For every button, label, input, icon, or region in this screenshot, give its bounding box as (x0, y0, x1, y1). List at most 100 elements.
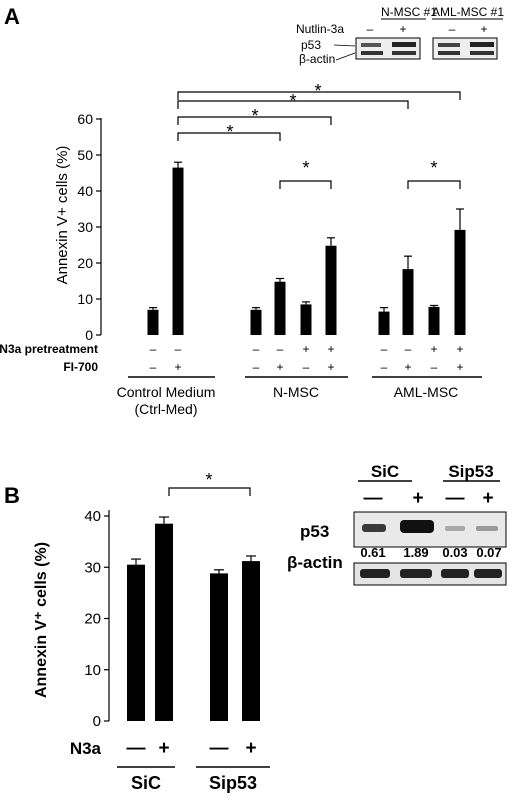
blot-b-quant: 0.03 (442, 545, 467, 560)
chart-a-group-label: AML-MSC (394, 384, 459, 400)
blot-a-row-p53: p53 (301, 38, 321, 52)
sig-star: * (251, 106, 258, 126)
blot-a-sign-4: + (480, 22, 487, 36)
blot-b-sign-4: + (482, 488, 493, 509)
sig-bracket (279, 180, 332, 189)
chart-a-row-label-n3a: N3a pretreatment (0, 342, 98, 356)
blot-b-group-2: Sip53 (448, 462, 493, 481)
western-blot-a: N-MSC #1 AML-MSC #1 Nutlin-3a – + – + p5… (296, 5, 504, 66)
blot-a-actin-pointer (335, 52, 356, 61)
blot-a-band (470, 51, 494, 55)
blot-b-sign-3: — (446, 488, 465, 509)
n3a-sign: + (430, 342, 437, 356)
sig-bracket (177, 100, 409, 109)
blot-b-sign-2: + (412, 488, 423, 509)
blot-b-sign-1: — (364, 488, 383, 509)
fi700-sign: – (303, 360, 310, 374)
blot-b-band (400, 569, 432, 578)
n3a-sign: + (245, 738, 256, 759)
chart-a-row-label-fi700: FI-700 (63, 360, 98, 374)
blot-b-band (362, 524, 386, 532)
blot-a-group-2: AML-MSC #1 (432, 5, 504, 19)
fi700-sign: – (431, 360, 438, 374)
bar (454, 229, 466, 335)
blot-b-band (400, 520, 434, 533)
sig-bracket (177, 116, 332, 125)
blot-a-band (361, 43, 381, 47)
chart-a-y-axis-label: Annexin V+ cells (%) (54, 146, 71, 285)
n3a-sign: – (405, 342, 412, 356)
sig-bracket (177, 91, 461, 100)
fi700-sign: + (327, 360, 334, 374)
chart-a-group-label: N-MSC (273, 384, 319, 400)
chart-b-group-label: SiC (131, 773, 161, 793)
blot-a-row-actin: β-actin (299, 52, 335, 66)
sig-star: * (205, 470, 212, 490)
blot-a-p53-pointer (333, 44, 356, 47)
blot-b-quant: 1.89 (403, 545, 428, 560)
fi700-sign: – (253, 360, 260, 374)
fi700-sign: + (174, 360, 181, 374)
blot-a-band (438, 51, 460, 55)
y-tick-label: 30 (84, 559, 101, 576)
blot-b-row-p53: p53 (300, 522, 329, 541)
sig-bracket (168, 487, 251, 496)
bar (402, 269, 414, 335)
western-blot-b: SiC Sip53 — + — + p53 β-actin 0.61 1.89 … (287, 462, 507, 586)
bar (127, 564, 145, 721)
blot-a-band (438, 43, 460, 47)
bar (300, 304, 312, 335)
sig-star: * (289, 91, 296, 111)
y-tick-label: 0 (93, 713, 101, 730)
n3a-sign: + (158, 738, 169, 759)
blot-b-band (476, 526, 498, 531)
sig-star: * (314, 81, 321, 101)
blot-b-quant: 0.61 (360, 545, 385, 560)
y-tick-label: 30 (77, 219, 93, 235)
bar (210, 573, 228, 721)
sig-star: * (302, 158, 309, 178)
fi700-sign: + (276, 360, 283, 374)
y-tick-label: 40 (77, 183, 93, 199)
y-tick-label: 60 (77, 111, 93, 127)
blot-b-group-1: SiC (371, 462, 399, 481)
blot-a-sign-2: + (399, 22, 406, 36)
bar (147, 309, 159, 335)
y-tick-label: 50 (77, 147, 93, 163)
blot-b-row-actin: β-actin (287, 553, 343, 572)
blot-a-sign-1: – (367, 22, 374, 36)
sig-star: * (226, 122, 233, 142)
blot-a-group-1: N-MSC #1 (381, 5, 437, 19)
bar (274, 281, 286, 335)
blot-b-band (441, 569, 469, 578)
y-tick-label: 40 (84, 508, 101, 525)
blot-b-band (474, 569, 502, 578)
y-tick-label: 10 (77, 291, 93, 307)
fi700-sign: + (404, 360, 411, 374)
bar (325, 245, 337, 335)
n3a-sign: – (277, 342, 284, 356)
panel-b-label: B (4, 483, 20, 508)
fi700-sign: – (150, 360, 157, 374)
blot-a-treatment-label: Nutlin-3a (296, 22, 344, 36)
chart-b-y-axis-label: Annexin V⁺ cells (%) (33, 542, 50, 698)
n3a-sign: – (253, 342, 260, 356)
blot-a-membrane-2 (432, 37, 498, 60)
panel-a-label: A (4, 4, 20, 29)
chart-b-group-label: Sip53 (209, 773, 257, 793)
n3a-sign: – (381, 342, 388, 356)
n3a-sign: + (456, 342, 463, 356)
n3a-sign: — (127, 738, 146, 759)
sig-star: * (430, 158, 437, 178)
bar (250, 309, 262, 335)
y-tick-label: 0 (85, 327, 93, 343)
blot-a-band (392, 51, 416, 55)
chart-b-row-label: N3a (70, 739, 102, 758)
n3a-sign: – (175, 342, 182, 356)
y-tick-label: 20 (84, 611, 101, 628)
chart-b: Annexin V⁺ cells (%) * 0 10 20 30 40 N3a — + —… (33, 470, 270, 793)
blot-a-sign-3: – (449, 22, 456, 36)
chart-a: Annexin V+ cells (%) 0 10 20 30 40 50 60 * * *… (0, 81, 482, 417)
bar (242, 561, 260, 721)
